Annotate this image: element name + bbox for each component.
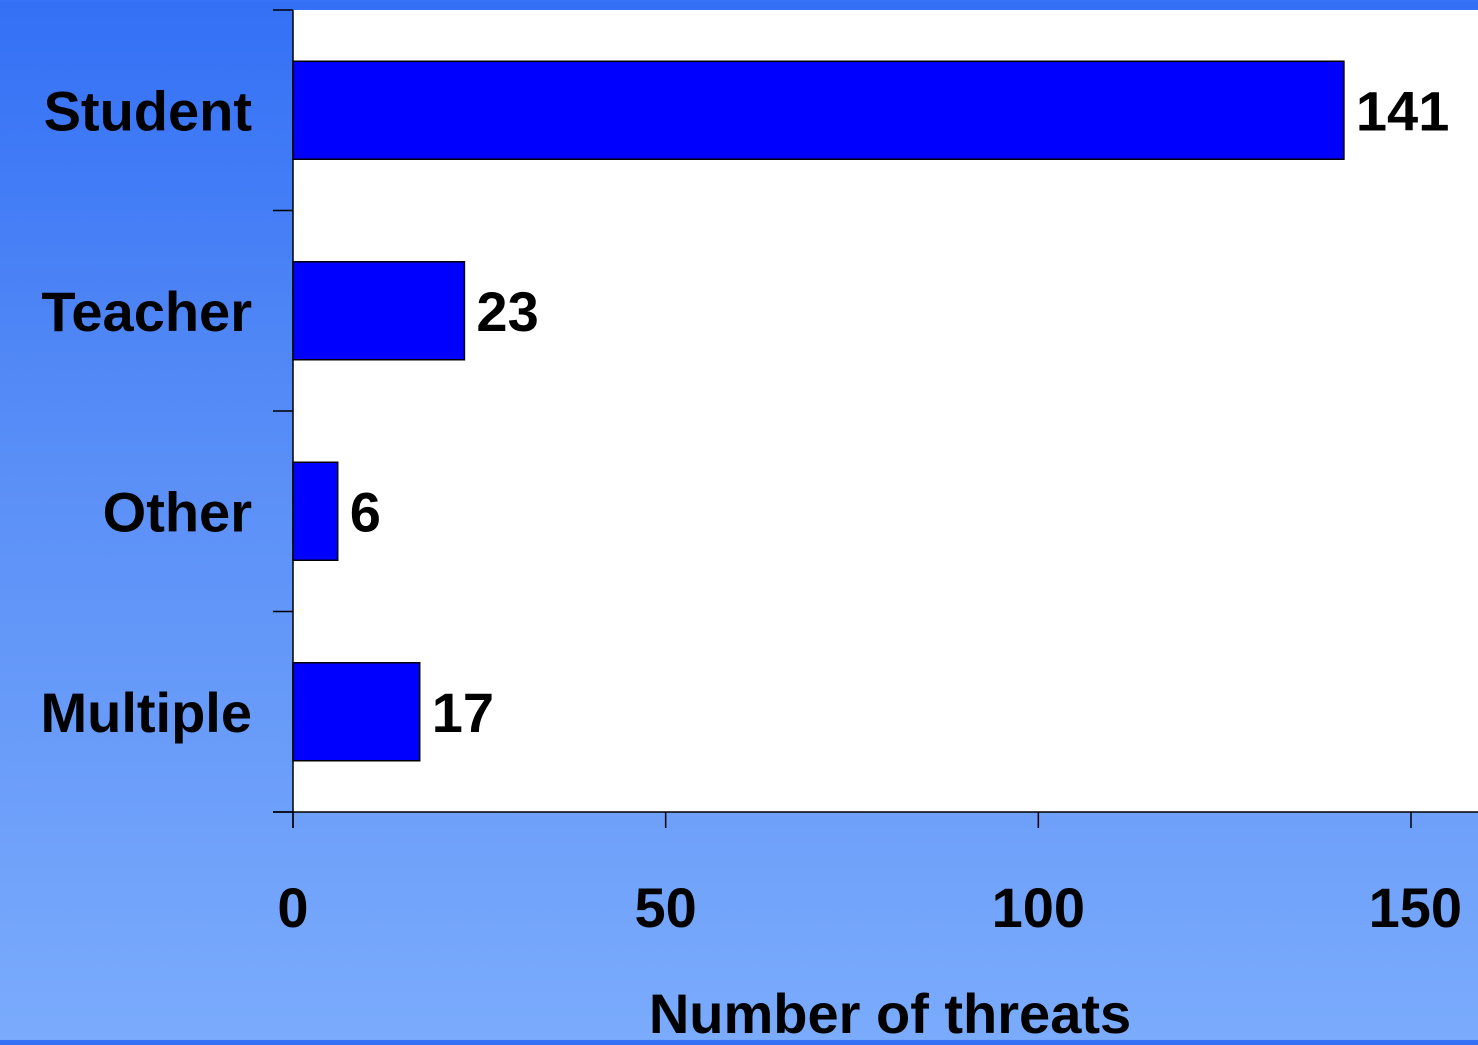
value-label-multiple: 17 [432,681,494,744]
x-tick-label: 100 [992,876,1085,939]
x-tick-label: 50 [635,876,697,939]
bar-multiple [292,662,421,762]
x-tick-label: 150 [1369,876,1462,939]
category-label-other: Other [103,480,252,543]
category-label-teacher: Teacher [41,280,252,343]
bar-other [292,461,339,561]
category-label-multiple: Multiple [40,681,252,744]
x-axis-title: Number of threats [649,982,1131,1040]
category-label-student: Student [44,79,252,142]
value-label-student: 141 [1356,79,1449,142]
x-tick-label: 0 [277,876,308,939]
value-label-other: 6 [350,480,381,543]
value-label-teacher: 23 [476,280,538,343]
bar-teacher [292,261,466,361]
bar-student [292,60,1345,160]
